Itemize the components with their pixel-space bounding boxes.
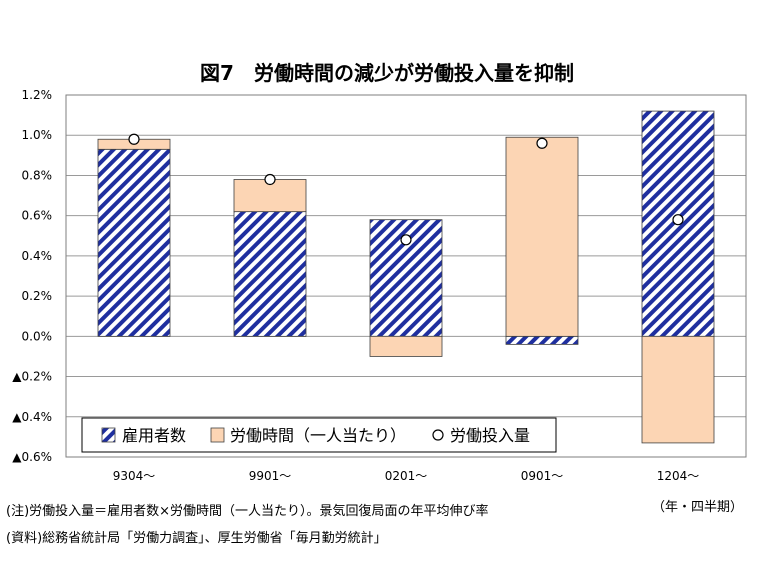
marker-labor-input — [672, 214, 684, 226]
y-tick-label: ▲0.2% — [12, 370, 52, 384]
legend-marker-labor-input — [432, 429, 444, 441]
marker-labor-input — [536, 137, 548, 149]
y-tick-label: 1.2% — [22, 88, 53, 102]
bar-hours — [505, 136, 579, 337]
y-tick-label: 0.6% — [22, 209, 53, 223]
legend-label-employees: 雇用者数 — [122, 426, 186, 445]
x-tick-label: 0901～ — [521, 469, 564, 483]
y-tick-label: 0.4% — [22, 249, 53, 263]
y-tick-label: 0.2% — [22, 289, 53, 303]
x-tick-label: 9901～ — [249, 469, 292, 483]
marker-labor-input — [400, 234, 412, 246]
bars — [97, 110, 715, 444]
bar-employees — [97, 148, 171, 337]
x-axis: 9304～ 9901～ 0201～ 0901～ 1204～ — [113, 469, 700, 483]
legend-label-hours: 労働時間（一人当たり） — [230, 426, 406, 445]
chart-title: 図7 労働時間の減少が労働投入量を抑制 — [200, 61, 574, 85]
legend-swatch-hours — [210, 427, 225, 443]
x-tick-label: 1204～ — [657, 469, 700, 483]
bar-hours — [233, 179, 307, 213]
y-tick-label: 0.0% — [22, 329, 53, 343]
x-tick-label: 9304～ — [113, 469, 156, 483]
y-tick-label: ▲0.6% — [12, 450, 52, 464]
y-tick-label: ▲0.4% — [12, 410, 52, 424]
bar-hours — [641, 335, 715, 444]
x-tick-label: 0201～ — [385, 469, 428, 483]
plot-frame — [65, 94, 747, 458]
legend-box — [81, 417, 557, 453]
x-axis-unit: （年・四半期） — [652, 500, 744, 515]
y-tick-label: 1.0% — [22, 128, 53, 142]
legend-label-labor-input: 労働投入量 — [450, 426, 530, 445]
markers — [128, 133, 684, 246]
bar-hours — [369, 335, 443, 357]
legend-swatch-employees — [101, 427, 116, 443]
y-tick-label: 0.8% — [22, 168, 53, 182]
bar-employees — [505, 335, 579, 345]
note-source: (資料)総務省統計局「労働力調査」、厚生労働省「毎月勤労統計」 — [6, 531, 387, 546]
legend: 雇用者数 労働時間（一人当たり） 労働投入量 — [81, 417, 557, 453]
marker-labor-input — [264, 173, 276, 186]
note-formula: (注)労働投入量＝雇用者数×労働時間（一人当たり）。景気回復局面の年平均伸び率 — [6, 504, 489, 519]
bar-employees — [233, 211, 307, 337]
marker-labor-input — [128, 133, 140, 145]
y-axis: 1.2% 1.0% 0.8% 0.6% 0.4% 0.2% 0.0% ▲0.2% ▲0.4% ▲0… — [12, 88, 52, 464]
